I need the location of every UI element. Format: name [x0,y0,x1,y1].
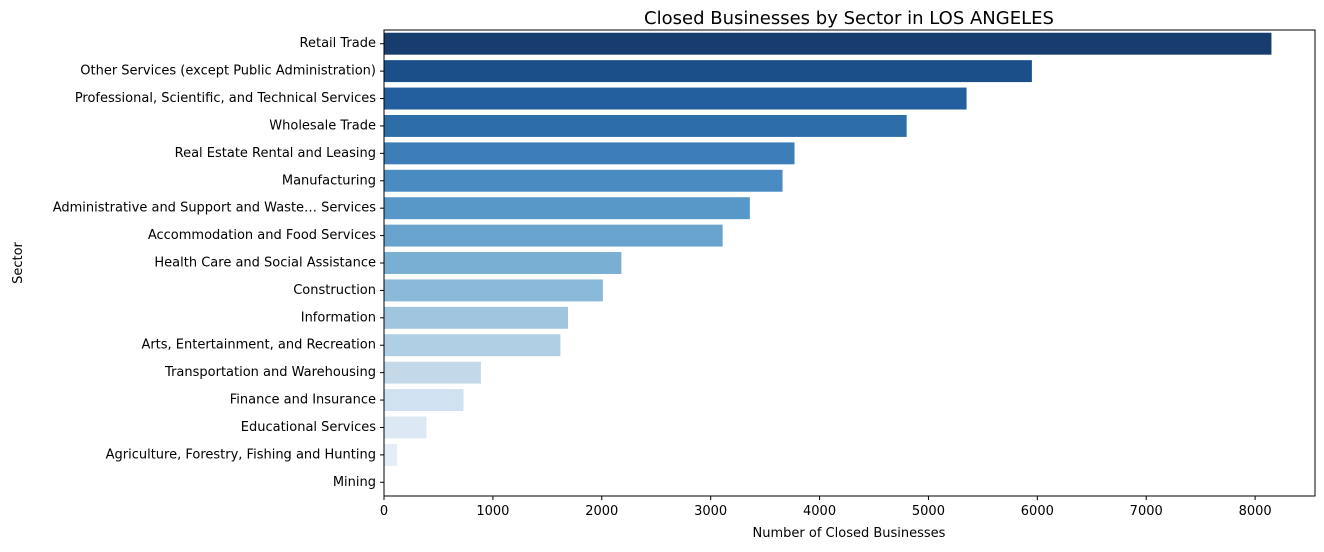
bar [384,279,603,302]
y-tick-label: Wholesale Trade [269,118,376,133]
y-tick-label: Arts, Entertainment, and Recreation [141,338,376,353]
bar [384,389,464,412]
x-tick-label: 0 [380,504,388,519]
bar [384,252,622,274]
x-tick-label: 5000 [912,504,945,519]
bar [384,361,481,384]
x-tick-label: 2000 [585,504,618,519]
y-axis-label: Sector [11,241,26,283]
y-tick-label: Real Estate Rental and Leasing [175,146,376,161]
bar [384,169,783,192]
x-tick-label: 1000 [476,504,509,519]
bars-group [384,32,1272,494]
bar [384,416,427,439]
bar [384,443,398,466]
y-tick-label: Other Services (except Public Administra… [80,64,376,79]
x-tick-label: 4000 [803,504,836,519]
bar [384,142,795,165]
y-axis-ticks: Retail Trade Other Services (except Publi… [53,36,384,490]
chart-title: Closed Businesses by Sector in LOS ANGEL… [644,8,1054,29]
bar [384,114,907,137]
bar [384,60,1032,83]
y-tick-label: Information [301,310,376,325]
x-tick-label: 6000 [1021,504,1054,519]
y-tick-label: Construction [293,283,376,298]
bar [384,334,561,357]
plot-frame [383,29,1316,497]
x-axis-ticks: 0 1000 2000 3000 4000 5000 6000 7000 8000 [380,496,1272,519]
y-tick-label: Mining [333,475,376,490]
y-tick-label: Manufacturing [282,173,376,188]
x-tick-label: 7000 [1130,504,1163,519]
bar [384,224,723,247]
y-tick-label: Retail Trade [300,36,376,51]
y-tick-label: Health Care and Social Assistance [154,256,376,271]
y-tick-label: Accommodation and Food Services [148,228,376,243]
y-tick-label: Educational Services [241,420,376,435]
bar [384,32,1272,55]
y-tick-label: Agriculture, Forestry, Fishing and Hunti… [106,447,376,462]
bar [384,87,967,110]
y-tick-label: Administrative and Support and Waste… Se… [53,201,376,216]
y-tick-label: Transportation and Warehousing [164,365,376,380]
bar [384,306,569,329]
y-tick-label: Professional, Scientific, and Technical … [75,91,376,106]
x-tick-label: 8000 [1239,504,1272,519]
bar [384,197,750,220]
y-tick-label: Finance and Insurance [230,393,376,408]
x-tick-label: 3000 [694,504,727,519]
x-axis-label: Number of Closed Businesses [753,526,946,541]
